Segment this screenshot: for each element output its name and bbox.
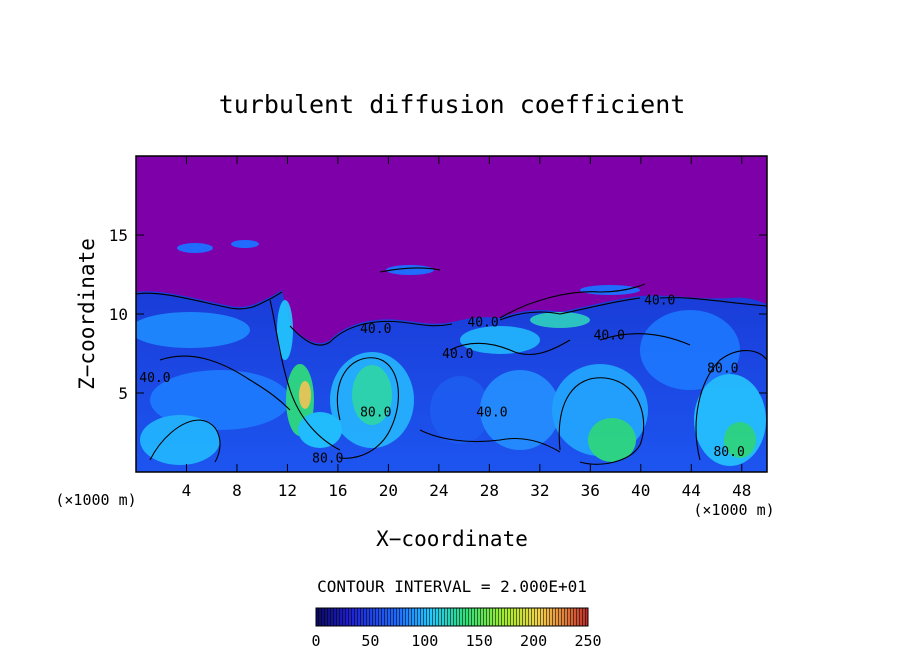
- contour-label: 40.0: [594, 328, 625, 343]
- chart-title: turbulent diffusion coefficient: [219, 90, 686, 119]
- y-axis: 5 10 15: [109, 226, 767, 403]
- x-tick-label: 40: [631, 481, 650, 500]
- y-tick-label: 5: [118, 384, 128, 403]
- x-tick-label: 32: [530, 481, 549, 500]
- y-tick-label: 15: [109, 226, 128, 245]
- colorbar-tick-label: 50: [361, 632, 379, 650]
- contour-interval: CONTOUR INTERVAL = 2.000E+01: [317, 577, 587, 596]
- contour-lines: [136, 267, 767, 465]
- contour-label: 40.0: [644, 294, 675, 309]
- colorbar-tick-label: 0: [311, 632, 320, 650]
- colorbar-tick-label: 150: [466, 632, 493, 650]
- contour-label: 80.0: [713, 445, 744, 460]
- x-tick-label: 8: [232, 481, 242, 500]
- colorbar-frame: [315, 607, 589, 627]
- contour-label: 40.0: [360, 322, 391, 337]
- x-tick-label: 12: [278, 481, 297, 500]
- colorbar-tick-label: 250: [574, 632, 601, 650]
- x-tick-label: 48: [732, 481, 751, 500]
- contour-label: 40.0: [139, 371, 170, 386]
- y-axis-label: Z−coordinate: [75, 238, 99, 390]
- contour-label: 80.0: [312, 452, 343, 467]
- contour-label: 80.0: [707, 361, 738, 376]
- contour-label: 40.0: [442, 347, 473, 362]
- x-tick-label: 36: [581, 481, 600, 500]
- y-tick-label: 10: [109, 305, 128, 324]
- x-unit-left: (×1000 m): [55, 491, 136, 509]
- x-axis: 4 8 12 16 20 24 28 32 36 40 44 48: [182, 156, 751, 500]
- colorbar: 0 50 100 150 200 250: [311, 607, 602, 650]
- x-tick-label: 20: [379, 481, 398, 500]
- plot-area: 40.0 40.0 40.0 40.0 40.0 40.0 40.0 80.0 80.0 80.0…: [136, 156, 767, 472]
- contour-label: 40.0: [476, 406, 507, 421]
- x-tick-label: 4: [182, 481, 192, 500]
- colorbar-tick-label: 100: [411, 632, 438, 650]
- x-tick-label: 44: [682, 481, 701, 500]
- x-tick-label: 24: [429, 481, 448, 500]
- colorbar-tick-label: 200: [520, 632, 547, 650]
- x-tick-label: 28: [480, 481, 499, 500]
- x-unit-right: (×1000 m): [693, 501, 774, 519]
- x-tick-label: 16: [328, 481, 347, 500]
- colorbar-stripes: [316, 608, 588, 626]
- x-axis-label: X−coordinate: [376, 527, 528, 551]
- contour-labels: 40.0 40.0 40.0 40.0 40.0 40.0 40.0 80.0 80.0 80.0…: [139, 294, 745, 467]
- contour-label: 40.0: [467, 316, 498, 331]
- contour-label: 80.0: [360, 406, 391, 421]
- colorbar-ticks: 0 50 100 150 200 250: [311, 632, 601, 650]
